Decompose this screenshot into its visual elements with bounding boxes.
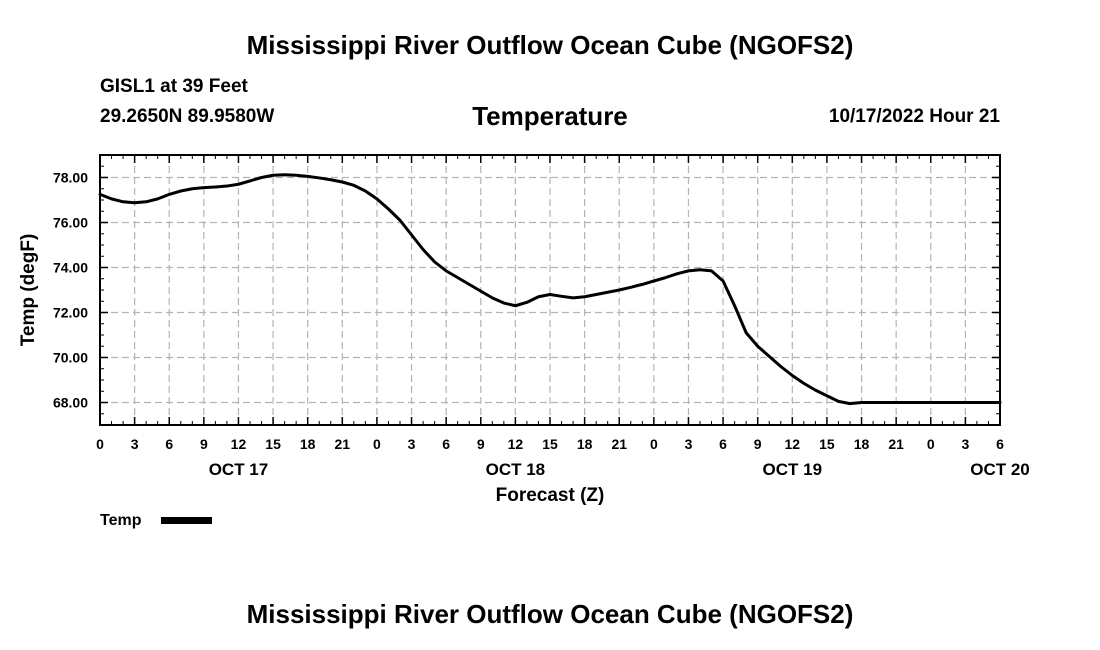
x-tick-label: 0 xyxy=(96,436,104,452)
x-tick-label: 3 xyxy=(961,436,969,452)
x-tick-label: 15 xyxy=(265,436,281,452)
x-tick-label: 18 xyxy=(854,436,870,452)
y-tick-label: 68.00 xyxy=(53,395,88,411)
y-tick-label: 72.00 xyxy=(53,305,88,321)
y-tick-label: 78.00 xyxy=(53,170,88,186)
x-axis-title: Forecast (Z) xyxy=(496,485,605,506)
x-tick-label: 9 xyxy=(754,436,762,452)
x-tick-label: 18 xyxy=(300,436,316,452)
x-tick-label: 3 xyxy=(408,436,416,452)
plot-frame xyxy=(99,154,1001,426)
x-tick-label: 0 xyxy=(373,436,381,452)
legend-swatch xyxy=(161,517,212,524)
chart-title: Temperature xyxy=(472,101,628,131)
day-label: OCT 19 xyxy=(763,460,823,479)
page-title: Mississippi River Outflow Ocean Cube (NG… xyxy=(246,30,854,60)
x-tick-label: 18 xyxy=(577,436,593,452)
x-tick-label: 9 xyxy=(477,436,485,452)
day-label: OCT 18 xyxy=(486,460,546,479)
x-tick-label: 3 xyxy=(131,436,139,452)
coordinates-label: 29.2650N 89.9580W xyxy=(100,106,275,127)
x-tick-label: 12 xyxy=(508,436,524,452)
x-tick-label: 6 xyxy=(442,436,450,452)
x-tick-label: 6 xyxy=(719,436,727,452)
day-label: OCT 17 xyxy=(209,460,269,479)
x-tick-label: 15 xyxy=(819,436,835,452)
forecast-datetime: 10/17/2022 Hour 21 xyxy=(828,106,1000,127)
y-tick-label: 74.00 xyxy=(53,260,88,276)
x-tick-label: 0 xyxy=(927,436,935,452)
y-axis-title: Temp (degF) xyxy=(18,234,39,347)
x-tick-label: 3 xyxy=(685,436,693,452)
x-tick-label: 0 xyxy=(650,436,658,452)
x-tick-label: 21 xyxy=(888,436,904,452)
series-line-temp xyxy=(98,173,1002,406)
x-tick-label: 6 xyxy=(165,436,173,452)
x-tick-label: 21 xyxy=(335,436,351,452)
legend-label: Temp xyxy=(100,512,142,529)
x-tick-label: 21 xyxy=(611,436,627,452)
x-tick-label: 15 xyxy=(542,436,558,452)
footer-title: Mississippi River Outflow Ocean Cube (NG… xyxy=(246,599,854,629)
x-tick-label: 9 xyxy=(200,436,208,452)
x-tick-label: 6 xyxy=(996,436,1004,452)
day-label: OCT 20 xyxy=(970,460,1030,479)
x-tick-label: 12 xyxy=(231,436,247,452)
y-tick-label: 70.00 xyxy=(53,350,88,366)
x-tick-label: 12 xyxy=(785,436,801,452)
y-tick-label: 76.00 xyxy=(53,215,88,231)
station-label: GISL1 at 39 Feet xyxy=(100,76,248,97)
